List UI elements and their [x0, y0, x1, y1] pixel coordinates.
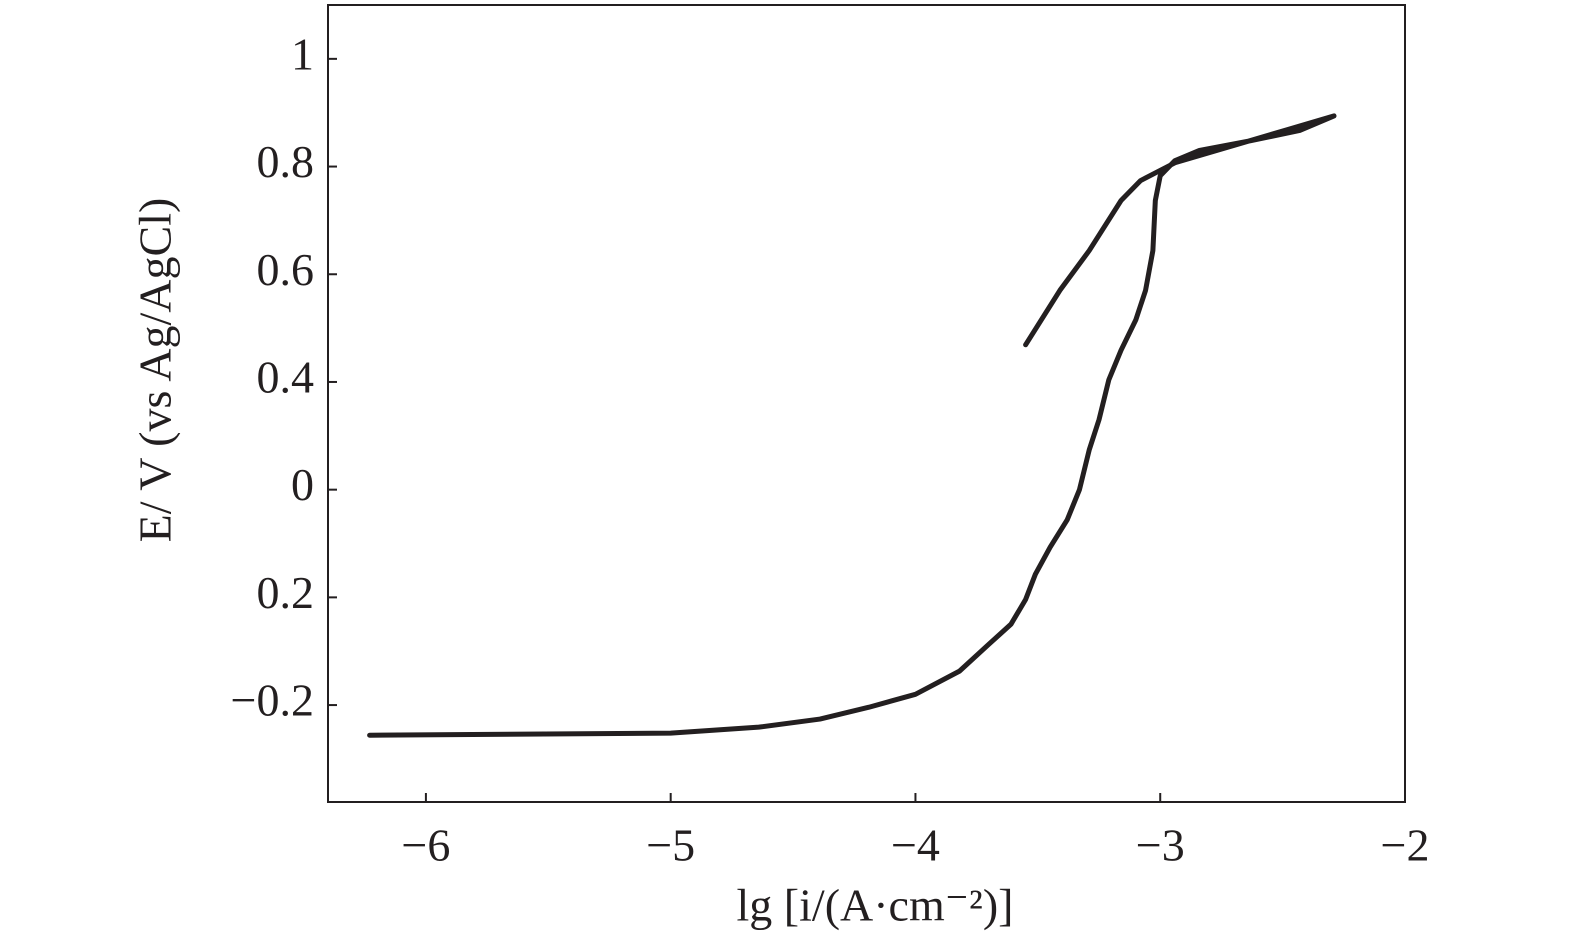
- y-axis-label: E/ V (vs Ag/AgCl): [130, 198, 181, 543]
- y-tick-label: 0: [291, 459, 314, 510]
- x-tick-label: −3: [1136, 820, 1185, 871]
- x-tick-label: −6: [401, 820, 450, 871]
- x-tick-label: −5: [646, 820, 695, 871]
- y-tick-label: 0.2: [257, 567, 315, 618]
- x-tick-label: −4: [891, 820, 940, 871]
- y-tick-label: 1: [291, 28, 314, 79]
- y-tick-label: 0.8: [257, 136, 315, 187]
- y-tick-label: −0.2: [231, 675, 314, 726]
- plot-frame: [327, 4, 1406, 803]
- y-tick-label: 0.6: [257, 244, 315, 295]
- y-tick-label: 0.4: [257, 352, 315, 403]
- x-axis-label: lg [i/(A·cm⁻²)]: [737, 880, 1014, 931]
- x-tick-label: −2: [1381, 820, 1430, 871]
- data-line: [367, 113, 1337, 738]
